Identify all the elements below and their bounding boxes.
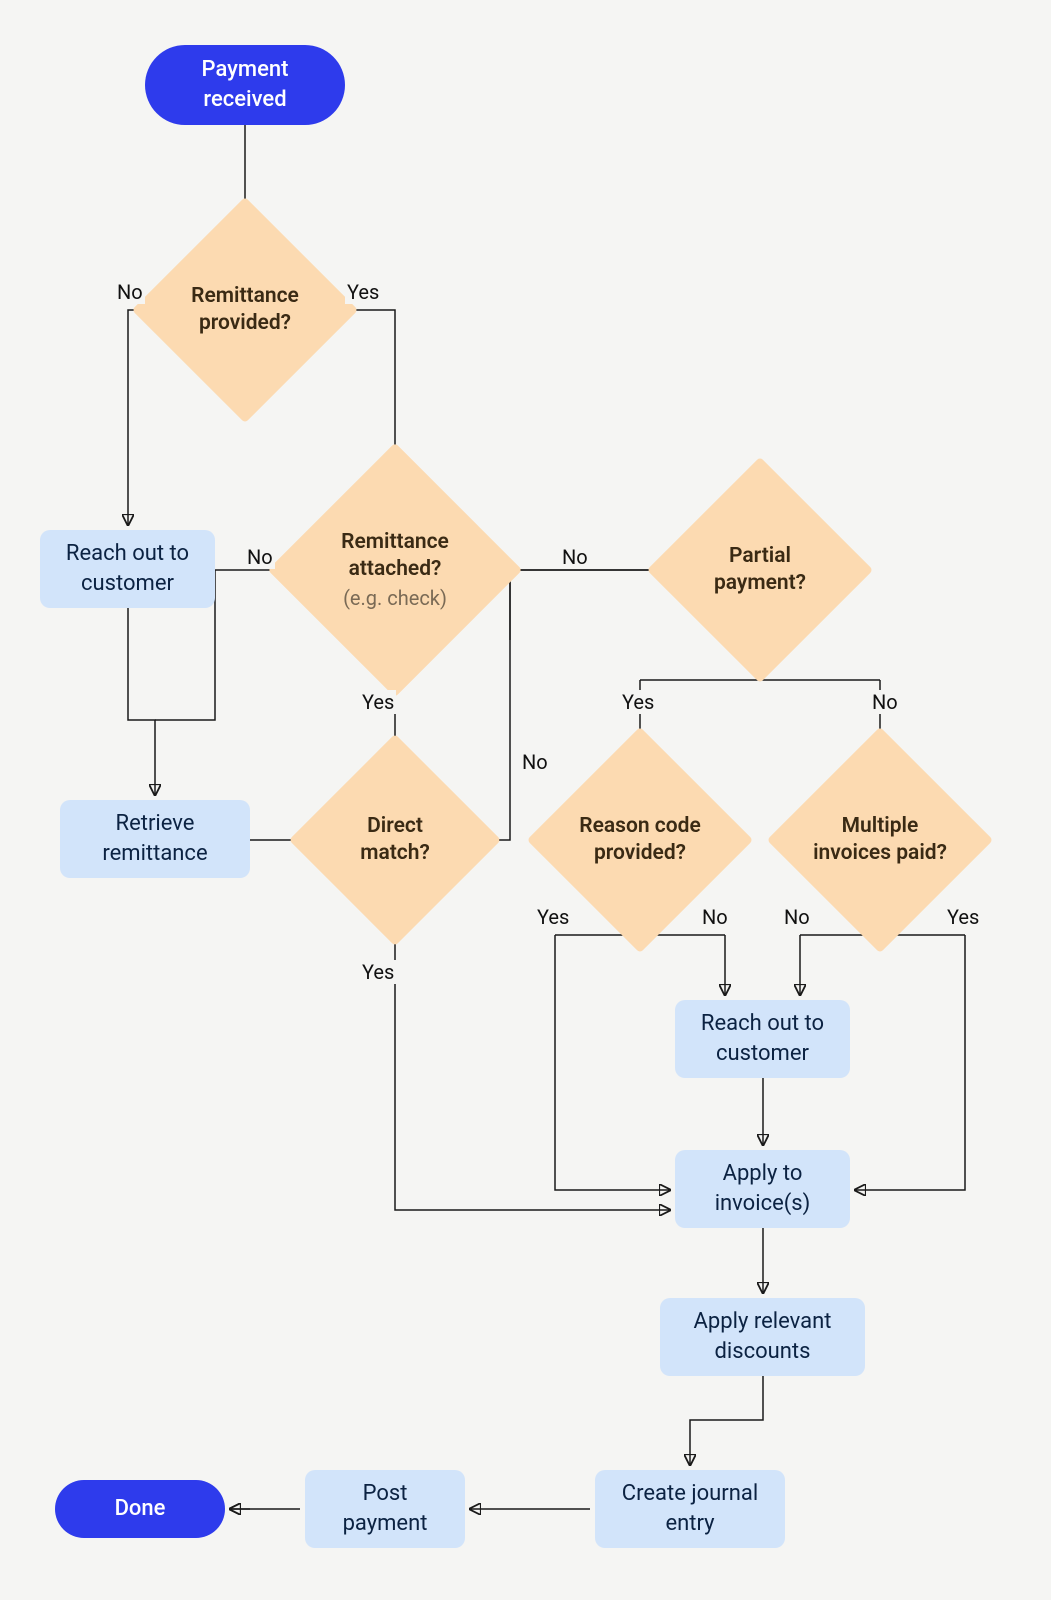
node-multiple-invoices: Multiple invoices paid? (800, 760, 960, 920)
node-apply-invoices: Apply to invoice(s) (675, 1150, 850, 1228)
label: Remittance attached? (315, 529, 475, 584)
label: Direct match? (330, 813, 460, 868)
label: Multiple invoices paid? (810, 813, 950, 868)
node-done-label: Done (115, 1494, 166, 1524)
edge-label-remit-no: No (115, 280, 145, 304)
edge-label-attach-no: No (245, 545, 275, 569)
label: Remittance provided? (175, 283, 315, 338)
label: Reach out to customer (693, 1009, 832, 1068)
label: Reason code provided? (570, 813, 710, 868)
node-remittance-attached: Remittance attached? (e.g. check) (305, 480, 485, 660)
flowchart-canvas: Payment received Done Remittance provide… (0, 0, 1051, 1600)
label: Post payment (323, 1479, 447, 1538)
sublabel: (e.g. check) (343, 585, 447, 611)
label: Create journal entry (613, 1479, 767, 1538)
edge-label-match-yes: Yes (360, 960, 396, 984)
node-start-label: Payment received (173, 55, 317, 114)
edge-label-match-no: No (520, 750, 550, 774)
node-partial-payment: Partial payment? (680, 490, 840, 650)
edge-label-match-no-top: No (560, 545, 590, 569)
node-create-journal: Create journal entry (595, 1470, 785, 1548)
label: Apply to invoice(s) (693, 1159, 832, 1218)
edge-label-partial-no: No (870, 690, 900, 714)
edge-label-reason-no: No (700, 905, 730, 929)
node-reach-out-1: Reach out to customer (40, 530, 215, 608)
node-start: Payment received (145, 45, 345, 125)
edge-label-partial-yes: Yes (620, 690, 656, 714)
node-remittance-provided: Remittance provided? (165, 230, 325, 390)
label: Apply relevant discounts (678, 1307, 847, 1366)
edge-label-reason-yes: Yes (535, 905, 571, 929)
label: Partial payment? (690, 543, 830, 598)
label: Reach out to customer (58, 539, 197, 598)
node-reason-code: Reason code provided? (560, 760, 720, 920)
edge-label-attach-yes: Yes (360, 690, 396, 714)
node-done: Done (55, 1480, 225, 1538)
edge-label-remit-yes: Yes (345, 280, 381, 304)
edge-label-multi-yes: Yes (945, 905, 981, 929)
node-apply-discounts: Apply relevant discounts (660, 1298, 865, 1376)
label: Retrieve remittance (78, 809, 232, 868)
node-retrieve-remittance: Retrieve remittance (60, 800, 250, 878)
node-direct-match: Direct match? (320, 765, 470, 915)
edge-label-multi-no: No (782, 905, 812, 929)
node-post-payment: Post payment (305, 1470, 465, 1548)
node-reach-out-2: Reach out to customer (675, 1000, 850, 1078)
